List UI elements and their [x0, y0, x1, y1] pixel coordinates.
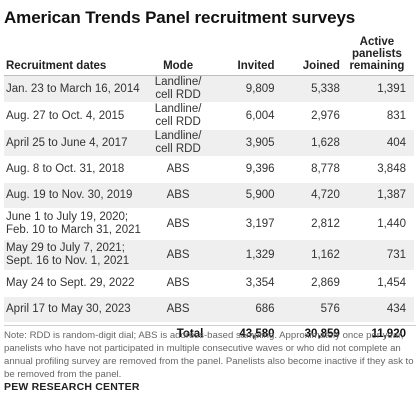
total-joined: 30,859 [304, 328, 340, 340]
row-joined: 8,778 [274, 156, 340, 183]
row-invited: 686 [209, 296, 275, 323]
row-dates-line: May 24 to Sept. 29, 2022 [6, 277, 135, 289]
row-active: 1,387 [339, 182, 414, 209]
row-dates-line: Aug. 27 to Oct. 4, 2015 [6, 109, 125, 122]
row-mode: ABS [146, 208, 210, 240]
row-active: 3,848 [339, 156, 414, 183]
row-invited: 9,809 [209, 75, 275, 103]
recruitment-table: Recruitment dates Mode Invited Joined Ac… [4, 36, 414, 344]
row-dates-line: Aug. 19 to Nov. 30, 2019 [6, 189, 133, 201]
row-dates: April 17 to May 30, 2023 [4, 296, 147, 323]
row-dates-line: April 25 to June 4, 2017 [6, 136, 128, 149]
row-active: 731 [339, 239, 414, 271]
row-invited: 3,197 [209, 208, 275, 240]
row-mode-line: cell RDD [155, 143, 201, 155]
table-row: May 29 to July 7, 2021; Sept. 16 to Nov. … [4, 239, 414, 271]
row-invited: 9,396 [209, 156, 275, 183]
row-mode: ABS [146, 270, 210, 297]
row-mode: ABS [146, 156, 210, 183]
table-row: June 1 to July 19, 2020; Feb. 10 to March… [4, 208, 414, 240]
total-label: Total [176, 328, 204, 340]
row-mode-line: ABS [166, 303, 190, 315]
table-row: Aug. 19 to Nov. 30, 2019 ABS 5,900 4,720… [4, 182, 414, 209]
column-header-active-line: Active [359, 36, 395, 48]
column-header-dates: Recruitment dates [4, 36, 147, 76]
table-row: Jan. 23 to March 16, 2014 Landline/cell … [4, 75, 414, 103]
column-header-active-line: panelists [351, 48, 402, 60]
row-mode: ABS [146, 296, 210, 323]
row-dates: June 1 to July 19, 2020; Feb. 10 to March… [4, 208, 147, 240]
row-mode: Landline/cell RDD [146, 75, 210, 103]
row-dates-line: Aug. 8 to Oct. 31, 2018 [6, 163, 125, 175]
row-mode: ABS [146, 182, 210, 209]
row-dates-line: Jan. 23 to March 16, 2014 [6, 82, 140, 95]
row-mode-line: Landline/ [154, 130, 202, 142]
row-active: 831 [339, 102, 414, 130]
row-invited: 1,329 [209, 239, 275, 271]
table-row: April 17 to May 30, 2023 ABS 686 576 434 [4, 296, 414, 323]
row-active: 1,454 [339, 270, 414, 297]
row-joined: 2,976 [274, 102, 340, 130]
row-active: 1,440 [339, 208, 414, 240]
row-mode-line: cell RDD [155, 116, 201, 128]
row-dates: Jan. 23 to March 16, 2014 [4, 75, 147, 103]
row-joined: 4,720 [274, 182, 340, 209]
row-mode-line: Landline/ [154, 76, 202, 88]
column-header-active: Active panelists remaining [339, 36, 414, 76]
total-active: 11,920 [371, 328, 406, 340]
row-joined: 2,812 [274, 208, 340, 240]
total-invited: 43,580 [239, 328, 275, 340]
row-invited: 3,905 [209, 129, 275, 157]
table-row: May 24 to Sept. 29, 2022 ABS 3,354 2,869… [4, 270, 414, 297]
column-header-mode: Mode [146, 36, 210, 76]
row-dates: Aug. 27 to Oct. 4, 2015 [4, 102, 147, 130]
table-row: April 25 to June 4, 2017 Landline/cell R… [4, 129, 414, 157]
row-dates: May 29 to July 7, 2021; Sept. 16 to Nov. … [4, 239, 147, 271]
row-joined: 1,162 [274, 239, 340, 271]
table-row: Aug. 27 to Oct. 4, 2015 Landline/cell RD… [4, 102, 414, 130]
row-joined: 576 [274, 296, 340, 323]
total-row: Total 43,580 30,859 11,920 [4, 323, 414, 345]
table-row: Aug. 8 to Oct. 31, 2018 ABS 9,396 8,778 … [4, 156, 414, 183]
row-joined: 1,628 [274, 129, 340, 157]
row-invited: 3,354 [209, 270, 275, 297]
source-label: PEW RESEARCH CENTER [4, 381, 140, 393]
row-mode-line: ABS [166, 277, 190, 289]
row-dates: April 25 to June 4, 2017 [4, 129, 147, 157]
row-mode: ABS [146, 239, 210, 271]
row-mode-line: ABS [166, 163, 190, 175]
row-mode-line: ABS [166, 217, 190, 230]
row-dates: Aug. 19 to Nov. 30, 2019 [4, 182, 147, 209]
table-title: American Trends Panel recruitment survey… [4, 8, 356, 27]
row-dates: May 24 to Sept. 29, 2022 [4, 270, 147, 297]
column-header-joined: Joined [274, 36, 340, 76]
footnote: Note: RDD is random-digit dial; ABS is a… [4, 325, 416, 381]
column-header-active-line: remaining [349, 60, 405, 72]
row-joined: 5,338 [274, 75, 340, 103]
row-active: 404 [339, 129, 414, 157]
row-dates-line: April 17 to May 30, 2023 [6, 303, 131, 315]
row-mode-line: cell RDD [155, 89, 201, 101]
row-mode-line: ABS [166, 248, 190, 261]
row-dates-line: May 29 to July 7, 2021; [6, 242, 125, 254]
row-mode: Landline/cell RDD [146, 129, 210, 157]
header-row: Recruitment dates Mode Invited Joined Ac… [4, 36, 414, 76]
row-dates: Aug. 8 to Oct. 31, 2018 [4, 156, 147, 183]
row-dates-line: June 1 to July 19, 2020; [6, 211, 129, 223]
row-active: 434 [339, 296, 414, 323]
row-invited: 6,004 [209, 102, 275, 130]
column-header-invited: Invited [209, 36, 275, 76]
row-mode: Landline/cell RDD [146, 102, 210, 130]
row-invited: 5,900 [209, 182, 275, 209]
row-dates-line: Sept. 16 to Nov. 1, 2021 [6, 255, 130, 267]
row-mode-line: ABS [166, 189, 190, 201]
row-mode-line: Landline/ [154, 103, 202, 115]
row-dates-line: Feb. 10 to March 31, 2021 [6, 224, 141, 236]
row-joined: 2,869 [274, 270, 340, 297]
row-active: 1,391 [339, 75, 414, 103]
